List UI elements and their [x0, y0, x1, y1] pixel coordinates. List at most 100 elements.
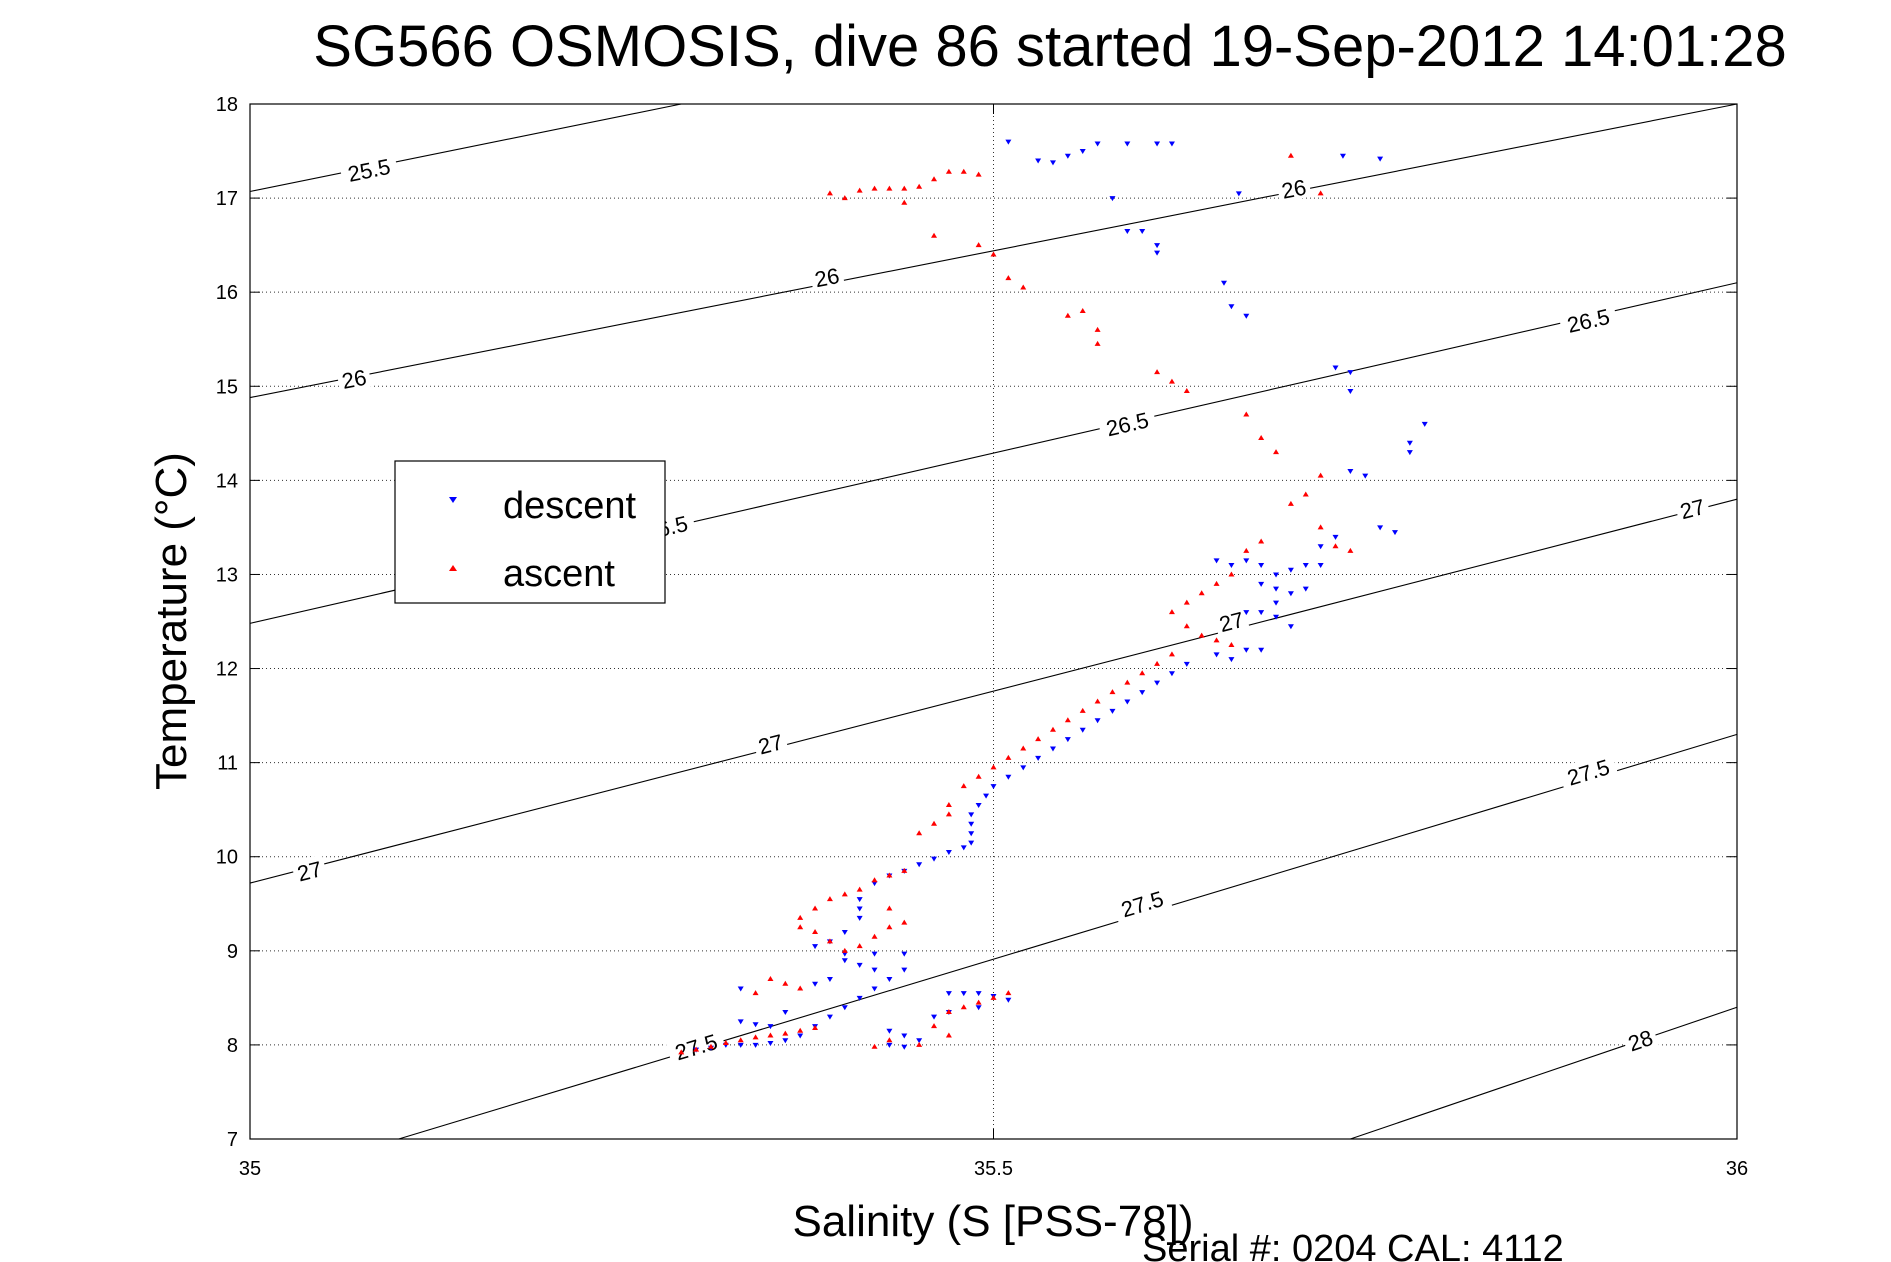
descent-point — [856, 995, 863, 1001]
descent-point — [1243, 610, 1250, 616]
y-tick-label: 8 — [227, 1035, 238, 1057]
descent-point — [1035, 755, 1042, 761]
descent-point — [1005, 139, 1012, 145]
descent-point — [1124, 699, 1131, 705]
isopycnal-label-bg — [665, 1026, 727, 1066]
ascent-point — [945, 811, 952, 817]
ascent-point — [1094, 698, 1101, 704]
descent-point — [1377, 525, 1384, 531]
ascent-point — [797, 985, 804, 991]
descent-point — [782, 1038, 789, 1044]
isopycnal-label: 26 — [808, 261, 845, 292]
descent-point — [856, 897, 863, 903]
ascent-point — [901, 919, 908, 925]
descent-point — [975, 802, 982, 808]
descent-point — [886, 977, 893, 983]
descent-point — [871, 951, 878, 957]
descent-point — [968, 821, 975, 827]
isopycnal-line — [398, 733, 1738, 1140]
ascent-point — [1064, 312, 1071, 318]
y-tick-label: 7 — [227, 1129, 238, 1151]
ascent-point — [1273, 449, 1280, 455]
ascent-point — [901, 185, 908, 191]
ascent-point — [1005, 275, 1012, 281]
ascent-point — [871, 933, 878, 939]
grid-lines — [250, 104, 1737, 1139]
isopycnal-label-bg — [290, 854, 328, 886]
plot-area — [250, 104, 1737, 1139]
ascent-point — [931, 176, 938, 182]
descent-point — [1258, 563, 1265, 569]
descent-point — [931, 856, 938, 862]
ascent-point — [990, 764, 997, 770]
descent-point — [1228, 563, 1235, 569]
ascent-point — [916, 1041, 923, 1047]
legend: descent ascent — [394, 460, 666, 604]
ascent-point — [678, 1049, 685, 1055]
descent-point — [1258, 581, 1265, 587]
ascent-point — [752, 1034, 759, 1040]
serial-cal-footer: Serial #: 0204 CAL: 4112 — [1142, 1228, 1564, 1262]
descent-point — [1005, 997, 1012, 1003]
descent-point — [1094, 141, 1101, 147]
descent-point — [812, 981, 819, 987]
ascent-point — [797, 924, 804, 930]
ascent-point — [782, 980, 789, 986]
descent-point — [841, 1005, 848, 1011]
ascent-point — [826, 896, 833, 902]
isopycnal-label-bg — [1097, 404, 1158, 441]
isopycnal-label-bg — [1557, 751, 1619, 791]
descent-point — [797, 1033, 804, 1039]
descent-point — [1332, 365, 1339, 371]
x-tick-label: 36 — [1726, 1158, 1748, 1180]
descent-point — [841, 930, 848, 935]
ascent-point — [945, 801, 952, 807]
descent-point — [752, 1022, 759, 1028]
descent-point — [1168, 671, 1175, 677]
descent-point — [1154, 250, 1161, 256]
ascent-point — [1243, 547, 1250, 553]
ascent-point — [737, 1037, 744, 1043]
isopycnal-line — [249, 103, 682, 193]
ascent-point — [1079, 707, 1086, 713]
descent-point — [1287, 624, 1294, 630]
ascent-point — [1228, 571, 1235, 577]
descent-point — [1302, 563, 1309, 569]
descent-point — [1362, 473, 1369, 479]
ascent-point — [1109, 689, 1116, 695]
descent-point — [856, 906, 863, 912]
descent-point — [812, 944, 819, 950]
ascent-point — [1317, 472, 1324, 478]
ascent-point — [931, 232, 938, 238]
ascent-point — [886, 1037, 893, 1043]
descent-point — [871, 967, 878, 973]
descent-point — [960, 991, 967, 997]
descent-point — [1220, 280, 1227, 286]
legend-marker-descent — [449, 497, 457, 503]
x-tick-label: 35 — [239, 1158, 261, 1180]
y-tick-label: 14 — [216, 470, 238, 492]
ascent-point — [1198, 632, 1205, 638]
isopycnal-label: 27.5 — [1557, 751, 1619, 791]
ascent-point — [1332, 543, 1339, 549]
descent-point — [983, 793, 990, 799]
descent-point — [1273, 614, 1280, 620]
ascent-point — [826, 190, 833, 196]
y-tick-label: 17 — [216, 188, 238, 210]
isopycnal-label-bg — [1558, 301, 1619, 338]
descent-point — [901, 1044, 908, 1050]
descent-point — [1064, 153, 1071, 159]
descent-point — [886, 1042, 893, 1048]
descent-point — [1273, 586, 1280, 592]
x-tick-label: 35.5 — [974, 1158, 1013, 1180]
descent-point — [916, 1038, 923, 1044]
descent-point — [1035, 158, 1042, 164]
ascent-point — [856, 943, 863, 949]
descent-point — [968, 812, 975, 818]
descent-point — [886, 1028, 893, 1034]
ascent-point — [841, 195, 848, 201]
ascent-point — [841, 891, 848, 897]
descent-point — [1287, 591, 1294, 597]
descent-point — [1064, 737, 1071, 743]
ascent-point — [782, 1030, 789, 1036]
